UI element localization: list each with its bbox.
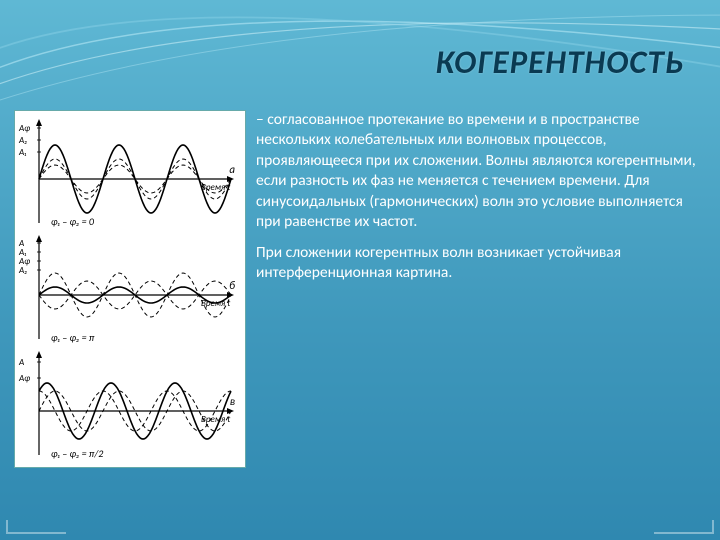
body-text: – согласованное протекание во времени и … — [256, 110, 700, 468]
svg-text:φ₁ – φ₂ = π/2: φ₁ – φ₂ = π/2 — [51, 447, 103, 460]
content-row: Время tAφA₂A₁аφ₁ – φ₂ = 0Время tAA₁AφA₂б… — [14, 110, 700, 468]
svg-text:Aφ: Aφ — [18, 123, 30, 134]
svg-text:A₂: A₂ — [18, 135, 27, 146]
corner-accent-bl — [6, 520, 66, 534]
paragraph-interference: При сложении когерентных волн возникает … — [256, 243, 700, 284]
svg-text:A₂: A₂ — [18, 265, 27, 276]
svg-text:Aφ: Aφ — [18, 373, 30, 384]
svg-text:φ₁ – φ₂ = π: φ₁ – φ₂ = π — [51, 331, 95, 344]
svg-text:A: A — [18, 357, 24, 368]
svg-text:а: а — [229, 163, 235, 176]
svg-text:в: в — [230, 395, 235, 408]
slide-title: КОГЕРЕНТНОСТЬ — [435, 42, 684, 82]
svg-text:φ₁ – φ₂ = 0: φ₁ – φ₂ = 0 — [51, 215, 95, 228]
paragraph-definition: – согласованное протекание во времени и … — [256, 110, 700, 233]
svg-text:б: б — [229, 279, 235, 292]
corner-accent-br — [654, 520, 714, 534]
wave-figure: Время tAφA₂A₁аφ₁ – φ₂ = 0Время tAA₁AφA₂б… — [14, 110, 246, 468]
svg-text:A₁: A₁ — [18, 147, 26, 158]
